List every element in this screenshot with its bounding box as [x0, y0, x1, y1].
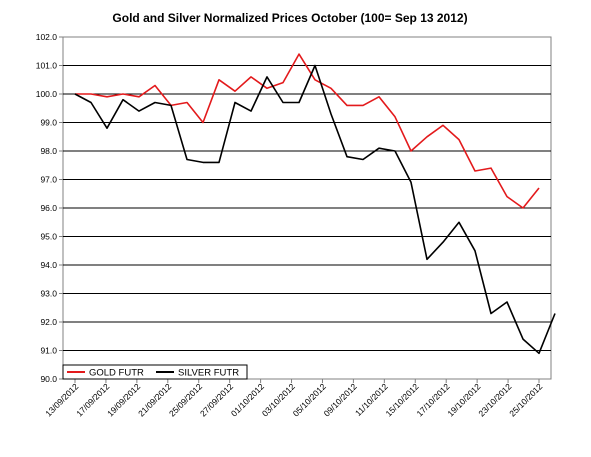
y-axis-ticks: 90.0 91.0 92.0 93.0 94.0 95.0 96.0 97.0 98.0 99.0… [36, 32, 63, 384]
chart-title: Gold and Silver Normalized Prices Octobe… [112, 11, 467, 25]
y-tick-label: 91.0 [40, 346, 57, 356]
y-tick-label: 98.0 [40, 146, 57, 156]
x-tick-label: 25/10/2012 [507, 381, 544, 418]
legend: GOLD FUTR SILVER FUTR [62, 364, 248, 380]
y-tick-label: 90.0 [40, 374, 57, 384]
x-axis-ticks: 13/09/201217/09/201219/09/201221/09/2012… [43, 379, 545, 418]
series-lines [74, 53, 556, 355]
y-tick-label: 92.0 [40, 317, 57, 327]
y-tick-label: 101.0 [36, 61, 58, 71]
y-tick-label: 96.0 [40, 203, 57, 213]
y-tick-label: 95.0 [40, 232, 57, 242]
y-tick-label: 100.0 [36, 89, 58, 99]
y-tick-label: 102.0 [36, 32, 58, 42]
y-tick-label: 94.0 [40, 260, 57, 270]
legend-box [62, 364, 248, 380]
y-tick-label: 99.0 [40, 118, 57, 128]
y-tick-label: 93.0 [40, 289, 57, 299]
gold-series-line [75, 53, 540, 209]
silver-series-line [74, 64, 556, 355]
legend-silver-label: SILVER FUTR [178, 368, 239, 379]
x-tick-label: 09/10/2012 [322, 381, 359, 418]
legend-gold-label: GOLD FUTR [89, 368, 144, 379]
y-tick-label: 97.0 [40, 175, 57, 185]
